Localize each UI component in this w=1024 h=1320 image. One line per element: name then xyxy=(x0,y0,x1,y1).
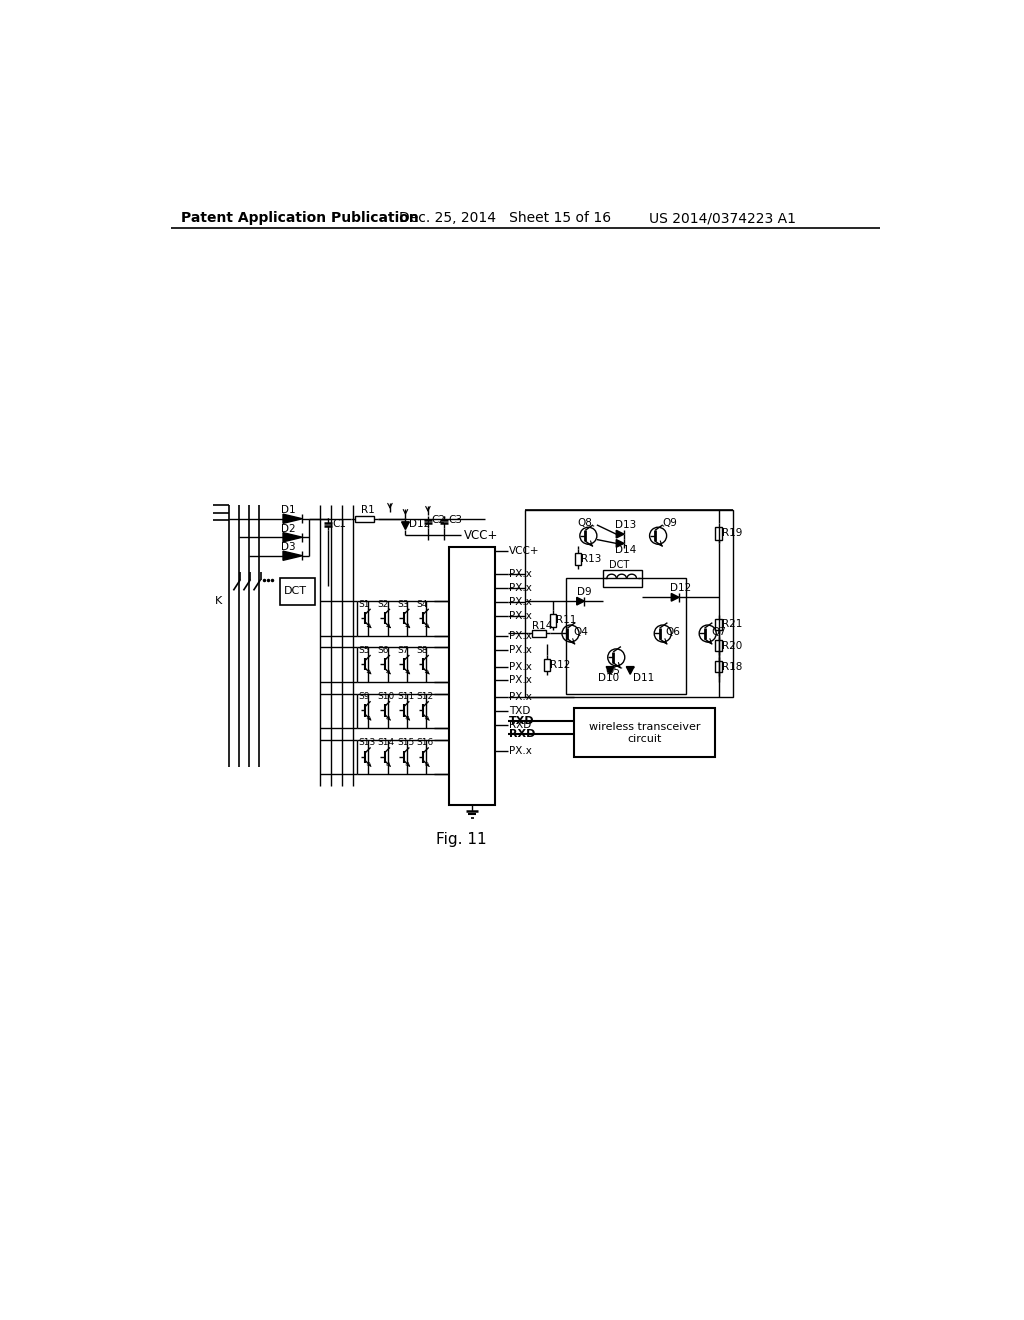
Polygon shape xyxy=(616,531,624,539)
Bar xyxy=(524,511,732,697)
Text: RXD: RXD xyxy=(509,730,536,739)
Bar xyxy=(531,631,546,636)
Text: Q6: Q6 xyxy=(666,627,681,638)
Text: PX.x: PX.x xyxy=(509,611,532,620)
Bar xyxy=(449,548,496,805)
Text: D1: D1 xyxy=(282,506,296,515)
Text: S12: S12 xyxy=(417,692,433,701)
Bar xyxy=(716,661,722,672)
Bar xyxy=(575,553,582,565)
Bar xyxy=(566,578,686,693)
Text: wireless transceiver: wireless transceiver xyxy=(589,722,700,731)
Text: PX.x: PX.x xyxy=(509,661,532,672)
Polygon shape xyxy=(283,515,302,524)
Text: Q9: Q9 xyxy=(662,517,677,528)
Text: D12: D12 xyxy=(410,519,430,529)
Text: C1: C1 xyxy=(333,519,346,529)
Text: Q4: Q4 xyxy=(573,627,589,638)
Text: VCC+: VCC+ xyxy=(464,529,499,543)
Bar xyxy=(716,640,722,651)
Text: D12: D12 xyxy=(670,583,691,593)
Text: Dec. 25, 2014   Sheet 15 of 16: Dec. 25, 2014 Sheet 15 of 16 xyxy=(399,211,611,226)
Polygon shape xyxy=(283,533,302,543)
Text: Patent Application Publication: Patent Application Publication xyxy=(180,211,419,226)
Text: PX.x: PX.x xyxy=(509,583,532,593)
Polygon shape xyxy=(616,540,624,548)
Text: S7: S7 xyxy=(397,645,409,655)
Text: S16: S16 xyxy=(417,738,433,747)
Text: Q5: Q5 xyxy=(605,667,621,676)
Text: R13: R13 xyxy=(582,554,602,564)
Polygon shape xyxy=(606,667,614,675)
Text: S5: S5 xyxy=(358,645,370,655)
Text: PX.x: PX.x xyxy=(509,746,532,756)
Bar xyxy=(550,614,556,627)
Text: PX.x: PX.x xyxy=(509,569,532,579)
Text: S2: S2 xyxy=(378,599,389,609)
Bar xyxy=(716,619,722,630)
Text: S13: S13 xyxy=(358,738,376,747)
Text: K: K xyxy=(215,597,222,606)
Bar xyxy=(544,659,550,671)
Text: Q8: Q8 xyxy=(578,517,592,528)
Polygon shape xyxy=(401,521,410,529)
Text: D3: D3 xyxy=(282,543,296,552)
Text: S1: S1 xyxy=(358,599,370,609)
Text: S15: S15 xyxy=(397,738,414,747)
Text: RXD: RXD xyxy=(509,721,531,730)
Polygon shape xyxy=(627,667,634,675)
Text: R19: R19 xyxy=(722,528,742,539)
Text: D2: D2 xyxy=(282,524,296,533)
Text: S11: S11 xyxy=(397,692,414,701)
Text: PX.x: PX.x xyxy=(509,597,532,607)
Bar xyxy=(603,570,642,587)
Text: R20: R20 xyxy=(722,640,742,651)
Text: D11: D11 xyxy=(633,673,654,684)
Text: DCT: DCT xyxy=(608,560,629,570)
Text: TXD: TXD xyxy=(509,706,530,717)
Text: PX.x: PX.x xyxy=(509,644,532,655)
Text: R1: R1 xyxy=(360,504,374,515)
Text: US 2014/0374223 A1: US 2014/0374223 A1 xyxy=(649,211,796,226)
Text: D14: D14 xyxy=(614,545,636,554)
Polygon shape xyxy=(283,552,302,561)
Text: C3: C3 xyxy=(449,515,462,524)
Text: PX.x: PX.x xyxy=(509,631,532,640)
Text: S6: S6 xyxy=(378,645,389,655)
Text: S9: S9 xyxy=(358,692,370,701)
Text: PX.x: PX.x xyxy=(509,676,532,685)
Text: R18: R18 xyxy=(722,661,742,672)
Bar xyxy=(355,516,374,521)
Bar xyxy=(716,527,722,540)
Text: R12: R12 xyxy=(550,660,570,671)
Text: S8: S8 xyxy=(417,645,428,655)
Text: R11: R11 xyxy=(556,615,577,626)
Bar xyxy=(280,578,314,605)
Text: S4: S4 xyxy=(417,599,428,609)
Text: circuit: circuit xyxy=(628,734,663,744)
Bar xyxy=(574,708,716,758)
Text: C2: C2 xyxy=(432,515,445,524)
Text: D10: D10 xyxy=(598,673,620,684)
Text: R14: R14 xyxy=(531,620,552,631)
Text: D13: D13 xyxy=(614,520,636,529)
Polygon shape xyxy=(577,598,585,605)
Text: VCC+: VCC+ xyxy=(509,546,540,556)
Text: R21: R21 xyxy=(722,619,742,630)
Text: PX.x: PX.x xyxy=(509,693,532,702)
Text: Q7: Q7 xyxy=(712,627,726,638)
Text: DCT: DCT xyxy=(284,586,307,597)
Text: S14: S14 xyxy=(378,738,394,747)
Text: Fig. 11: Fig. 11 xyxy=(436,833,486,847)
Text: TXD: TXD xyxy=(509,715,535,726)
Polygon shape xyxy=(672,594,679,601)
Text: S3: S3 xyxy=(397,599,409,609)
Text: D9: D9 xyxy=(577,587,591,597)
Text: S10: S10 xyxy=(378,692,395,701)
